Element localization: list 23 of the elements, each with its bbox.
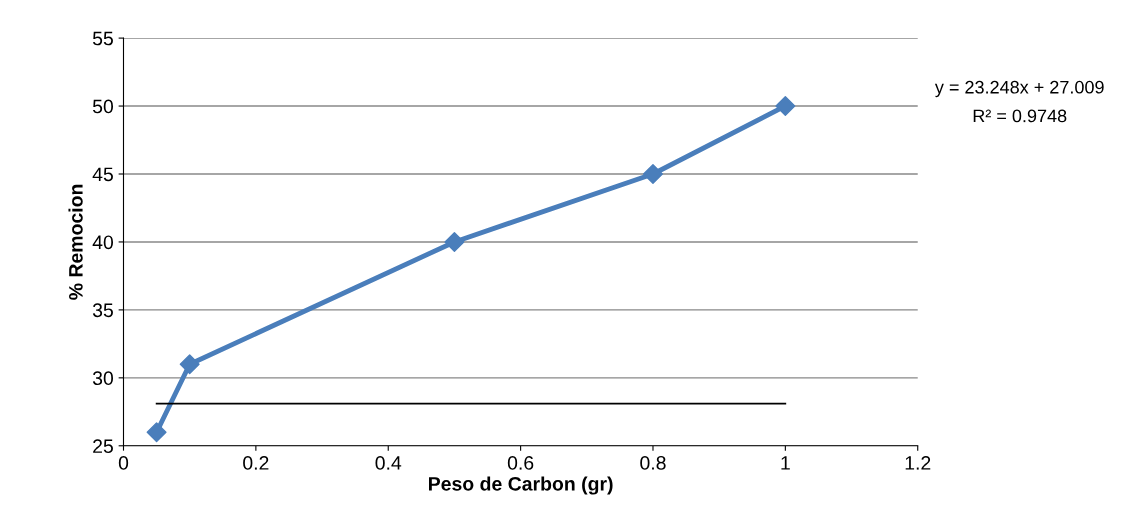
x-tick-label: 1.2 [905,456,931,470]
point [146,422,167,443]
text: y = 23.248x + 27.009 [934,80,1104,98]
y-tick-label: 30 [92,371,114,386]
x-tick-label: 0.2 [243,456,269,470]
x-axis-title: Peso de Carbon (gr) [429,476,613,495]
text: R² = 0.9748 [973,109,1067,123]
point [179,354,200,375]
point [444,231,465,252]
y-tick-label: 25 [93,439,113,454]
y-tick-label: 35 [92,303,113,318]
y-tick-label: 55 [92,31,113,46]
y-tick-label: 45 [92,167,113,182]
x-tick-label: 0 [118,456,129,470]
y-tick-label: 40 [92,235,114,250]
x-tick-label: 0.8 [640,456,666,470]
x-tick-label: 0.4 [375,456,402,470]
y-axis-title: % Remocion [68,184,83,300]
x-tick-label: 0.6 [507,456,534,470]
point [642,163,663,185]
point [775,96,796,117]
y-tick-label: 50 [92,99,114,114]
x-tick-label: 1 [781,456,790,470]
